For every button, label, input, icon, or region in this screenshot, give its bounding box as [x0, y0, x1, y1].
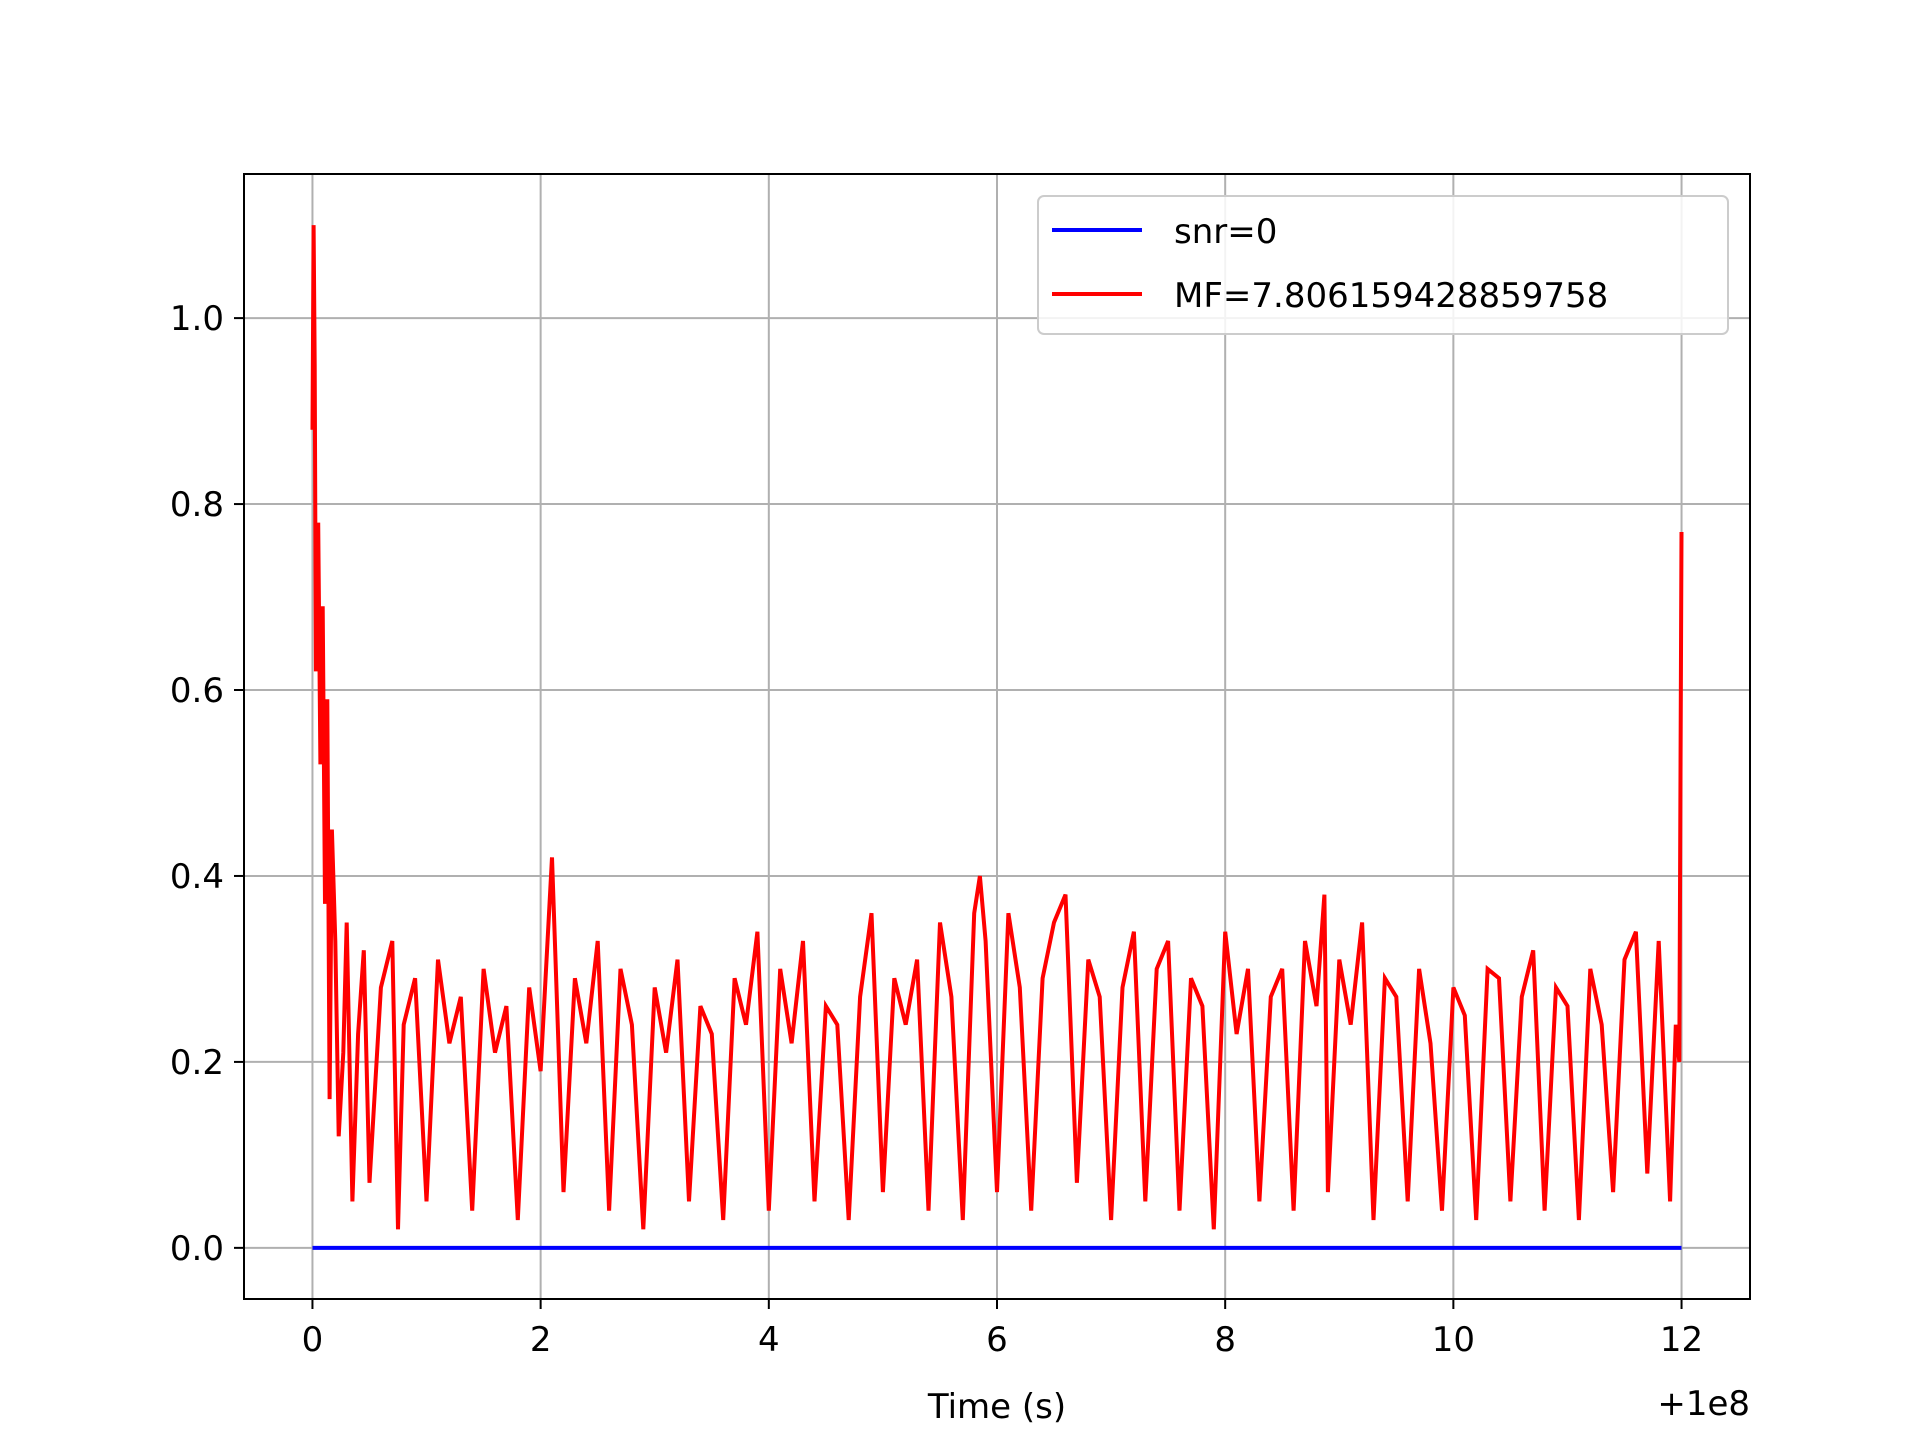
x-axis-label: Time (s) — [927, 1387, 1066, 1427]
x-axis-ticks: 0 2 4 6 8 10 12 — [302, 1299, 1703, 1360]
plot-area — [310, 225, 1684, 1250]
series-layer — [310, 225, 1684, 1250]
x-tick-label: 8 — [1214, 1320, 1236, 1360]
x-tick-label: 0 — [302, 1320, 324, 1360]
x-tick-label: 4 — [758, 1320, 780, 1360]
y-tick-label: 0.0 — [170, 1229, 224, 1269]
y-tick-label: 0.6 — [170, 671, 224, 711]
x-tick-label: 12 — [1660, 1320, 1703, 1360]
y-tick-label: 1.0 — [170, 299, 224, 339]
x-axis-offset-label: +1e8 — [1657, 1384, 1750, 1424]
legend-label-mf: MF=7.806159428859758 — [1174, 276, 1608, 316]
x-tick-label: 10 — [1432, 1320, 1475, 1360]
x-tick-label: 2 — [530, 1320, 552, 1360]
x-tick-label: 6 — [986, 1320, 1008, 1360]
y-tick-label: 0.8 — [170, 485, 224, 525]
legend-box — [1037, 195, 1729, 335]
legend-label-snr: snr=0 — [1174, 212, 1277, 252]
series-line-mf — [310, 225, 1684, 1230]
y-tick-label: 0.2 — [170, 1043, 224, 1083]
legend: snr=0 MF=7.806159428859758 — [1037, 195, 1729, 335]
y-tick-label: 0.4 — [170, 857, 224, 897]
y-axis-ticks: 0.0 0.2 0.4 0.6 0.8 1.0 — [170, 299, 244, 1269]
